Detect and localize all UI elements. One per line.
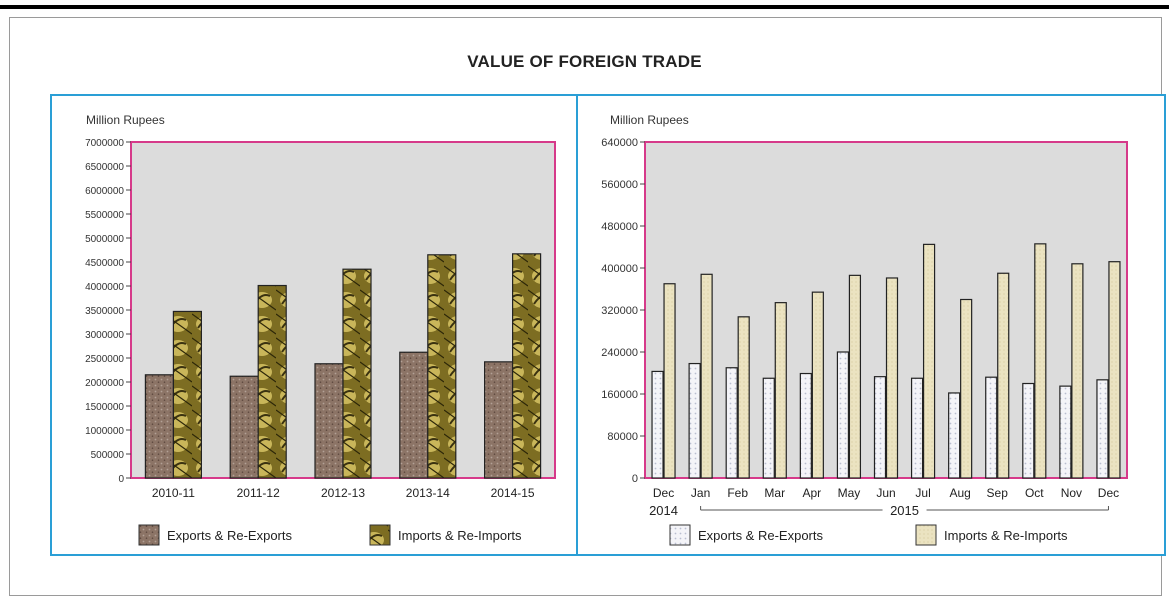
x-tick-label: Jan: [691, 486, 710, 500]
import-bar-3: [737, 316, 750, 479]
y-tick-label: 5500000: [85, 210, 124, 221]
export-bar-5: [484, 361, 514, 479]
import-bar-2: [257, 284, 287, 479]
y-tick-label: 160000: [601, 389, 638, 401]
export-bar-4: [399, 351, 429, 479]
x-tick-label: 2014-15: [491, 486, 535, 500]
export-bar-12: [1059, 385, 1072, 479]
export-bar-1: [651, 370, 664, 479]
export-bar-4: [762, 377, 775, 479]
y-tick-label: 500000: [91, 450, 125, 461]
import-bar-4: [427, 254, 457, 479]
x-tick-label: 2012-13: [321, 486, 365, 500]
y-tick-label: 480000: [601, 221, 638, 233]
legend-label: Exports & Re-Exports: [698, 528, 823, 543]
import-bar-5: [811, 291, 824, 479]
x-tick-label: Apr: [803, 486, 822, 500]
x-tick-label: Oct: [1025, 486, 1044, 500]
y-tick-label: 5000000: [85, 234, 124, 245]
export-bar-9: [948, 392, 961, 479]
annual-chart-panel: Million Rupees 0 500000 1000000 1500000 20000…: [50, 94, 578, 556]
x-tick-label: 2011-12: [237, 486, 280, 500]
page-title: VALUE OF FOREIGN TRADE: [467, 52, 702, 71]
y-tick-label: 4000000: [85, 282, 124, 293]
import-bar-10: [997, 272, 1010, 479]
y-tick-label: 4500000: [85, 258, 124, 269]
export-bar-3: [725, 367, 738, 479]
export-bar-2: [688, 362, 701, 479]
y-tick-label: 400000: [601, 263, 638, 275]
x-tick-label: Dec: [1098, 486, 1119, 500]
import-bar-4: [774, 302, 787, 479]
import-bar-1: [172, 310, 203, 479]
export-bar-8: [910, 377, 924, 479]
import-bar-2: [700, 273, 713, 479]
legend-label: Exports & Re-Exports: [167, 528, 292, 543]
y-tick-label: 3500000: [85, 306, 124, 317]
y-tick-label: 0: [118, 474, 124, 485]
y-tick-label: 1500000: [85, 402, 124, 413]
y-tick-label: 80000: [607, 431, 638, 443]
export-bar-3: [314, 363, 344, 479]
monthly-chart-panel: Million Rupees 0 80000 160000 240000 320000 40…: [576, 94, 1166, 556]
x-tick-label: Dec: [653, 486, 674, 500]
x-tick-label: Aug: [949, 486, 970, 500]
y-tick-label: 6500000: [85, 162, 124, 173]
year-label-2014: 2014: [649, 503, 678, 518]
import-bar-13: [1108, 261, 1121, 479]
y-tick-label: 3000000: [85, 330, 124, 341]
export-bar-1: [144, 374, 175, 479]
x-tick-label: Feb: [727, 486, 748, 500]
export-bar-6: [836, 351, 850, 479]
y-tick-label: 640000: [601, 137, 638, 149]
y-tick-label: 560000: [601, 179, 638, 191]
y-tick-label: 320000: [601, 305, 638, 317]
year-label-2015: 2015: [890, 503, 919, 518]
import-bar-6: [848, 274, 862, 479]
y-tick-label: 7000000: [85, 138, 124, 149]
export-bar-2: [229, 375, 259, 479]
legend-swatch: [138, 524, 160, 546]
x-tick-label: Jul: [915, 486, 930, 500]
import-bar-11: [1034, 243, 1047, 479]
legend-label: Imports & Re-Imports: [398, 528, 522, 543]
y-tick-label: 240000: [601, 347, 638, 359]
monthly-trade-chart: Million Rupees 0 80000 160000 240000 320000 40…: [601, 113, 1128, 546]
import-bar-9: [960, 298, 973, 479]
x-tick-label: Jun: [876, 486, 895, 500]
y-tick-label: 2000000: [85, 378, 124, 389]
export-bar-13: [1096, 379, 1109, 479]
x-tick-label: Nov: [1061, 486, 1082, 500]
export-bar-7: [873, 376, 887, 479]
x-tick-label: Sep: [987, 486, 1009, 500]
legend-swatch: [369, 524, 391, 546]
export-bar-5: [799, 372, 812, 479]
y-axis-label: Million Rupees: [86, 113, 165, 127]
y-axis-label: Million Rupees: [610, 113, 689, 127]
x-tick-label: 2010-11: [152, 486, 195, 500]
y-tick-label: 2500000: [85, 354, 124, 365]
x-tick-label: 2013-14: [406, 486, 450, 500]
legend-swatch: [915, 524, 937, 546]
legend-swatch: [669, 524, 691, 546]
y-tick-label: 1000000: [85, 426, 124, 437]
import-bar-7: [885, 277, 899, 479]
import-bar-5: [512, 253, 542, 479]
legend-label: Imports & Re-Imports: [944, 528, 1068, 543]
import-bar-8: [922, 243, 936, 479]
export-bar-10: [985, 376, 998, 479]
x-tick-label: Mar: [764, 486, 785, 500]
x-tick-label: May: [838, 486, 861, 500]
import-bar-3: [342, 268, 372, 479]
import-bar-12: [1071, 263, 1084, 479]
y-tick-label: 0: [632, 473, 638, 485]
y-tick-label: 6000000: [85, 186, 124, 197]
annual-trade-chart: Million Rupees 0 500000 1000000 1500000 20000…: [85, 113, 556, 546]
import-bar-1: [663, 283, 676, 479]
top-rule: [0, 5, 1169, 9]
export-bar-11: [1022, 382, 1035, 479]
